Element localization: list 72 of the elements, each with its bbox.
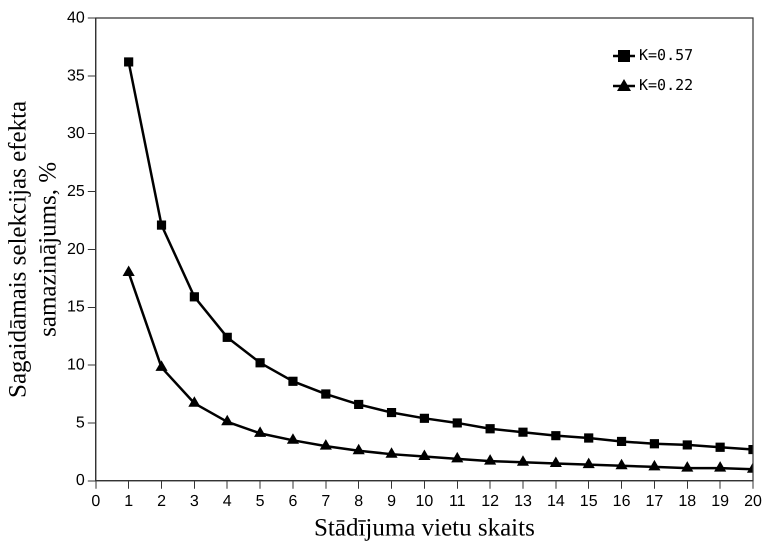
x-tick-label: 18 (678, 492, 696, 510)
point (650, 439, 660, 448)
y-tick-label: 35 (67, 67, 85, 84)
y-tick-label: 0 (76, 472, 85, 490)
point (190, 292, 199, 302)
point (518, 428, 528, 437)
x-tick-label: 14 (546, 492, 565, 510)
point (516, 455, 530, 466)
point (451, 452, 464, 462)
point (385, 447, 398, 458)
x-tick-label: 1 (124, 492, 134, 510)
point (420, 414, 429, 423)
point (354, 400, 364, 410)
x-tick-label: 17 (646, 492, 664, 510)
legend-label: K=0.22 (639, 76, 694, 94)
point (551, 431, 560, 440)
point (584, 433, 594, 443)
x-axis-title: Stādījuma vietu skaits (314, 514, 535, 542)
point (714, 461, 726, 472)
y-tick-label: 10 (67, 356, 85, 374)
point (321, 389, 330, 399)
point (254, 426, 266, 437)
x-tick-label: 10 (416, 492, 434, 510)
point (616, 436, 626, 446)
x-tick-label: 13 (514, 492, 532, 510)
point (156, 220, 166, 230)
point (320, 439, 332, 450)
point (386, 408, 396, 418)
point (352, 444, 365, 454)
x-tick-label: 9 (387, 492, 396, 510)
point (188, 396, 200, 407)
x-tick-label: 20 (744, 492, 762, 510)
point (418, 450, 430, 460)
point (124, 57, 134, 67)
y-tick-label: 5 (76, 414, 85, 432)
point (486, 424, 495, 434)
x-tick-label: 16 (612, 492, 631, 510)
x-tick-label: 6 (288, 492, 298, 510)
x-tick-label: 4 (222, 492, 232, 510)
point (256, 358, 265, 368)
point (550, 456, 562, 467)
x-tick-label: 19 (711, 492, 730, 510)
y-tick-label: 30 (67, 125, 85, 142)
x-tick-label: 12 (481, 492, 500, 510)
point (648, 460, 660, 470)
y-tick-label: 20 (67, 240, 85, 258)
point (615, 458, 628, 470)
y-axis-title: Sagaidāmais selekcijas efekta samazinājums, % (4, 100, 62, 398)
point (716, 442, 725, 452)
x-tick-label: 7 (321, 492, 330, 510)
point (681, 461, 694, 472)
point (155, 360, 168, 371)
point (221, 414, 234, 426)
point (484, 454, 496, 465)
x-tick-label: 8 (354, 492, 364, 510)
y-tick-label: 40 (67, 9, 85, 26)
point (582, 458, 595, 468)
y-tick-label: 15 (67, 298, 85, 316)
point (222, 332, 232, 342)
point (122, 266, 135, 276)
x-tick-label: 5 (256, 492, 265, 510)
x-tick-label: 11 (448, 492, 466, 510)
x-tick-label: 15 (580, 492, 598, 510)
x-tick-label: 2 (157, 492, 166, 510)
legend-label: K=0.57 (639, 46, 694, 64)
point (288, 376, 298, 386)
point (452, 418, 462, 428)
x-tick-label: 3 (190, 492, 199, 510)
y-tick-label: 25 (67, 182, 85, 200)
point (286, 433, 300, 444)
x-tick-label: 0 (91, 492, 100, 510)
point (682, 440, 692, 450)
